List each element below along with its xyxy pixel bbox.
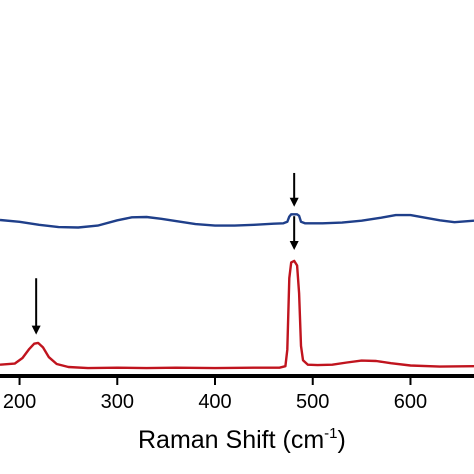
x-tick-label: 300 bbox=[101, 391, 134, 413]
series-line-1 bbox=[0, 213, 474, 229]
x-tick-label: 500 bbox=[296, 391, 329, 413]
annotation-layer bbox=[31, 172, 299, 335]
x-tick-label: 600 bbox=[394, 391, 427, 413]
x-tick-label: 400 bbox=[198, 391, 231, 413]
series-layer bbox=[0, 213, 474, 370]
x-axis-title-main: Raman Shift (cm bbox=[138, 426, 324, 454]
x-tick-label: 200 bbox=[3, 391, 36, 413]
x-axis-title-superscript: -1 bbox=[324, 425, 337, 442]
series-line-2 bbox=[0, 259, 474, 370]
peak-arrow-3 bbox=[31, 278, 41, 335]
x-axis-title: Raman Shift (cm-1) bbox=[138, 425, 346, 454]
x-axis-title-close: ) bbox=[338, 426, 346, 454]
x-axis-ticks: 200 300 400 500 600 bbox=[3, 376, 427, 413]
peak-arrow-2 bbox=[289, 216, 299, 251]
peak-arrow-1 bbox=[289, 172, 299, 207]
